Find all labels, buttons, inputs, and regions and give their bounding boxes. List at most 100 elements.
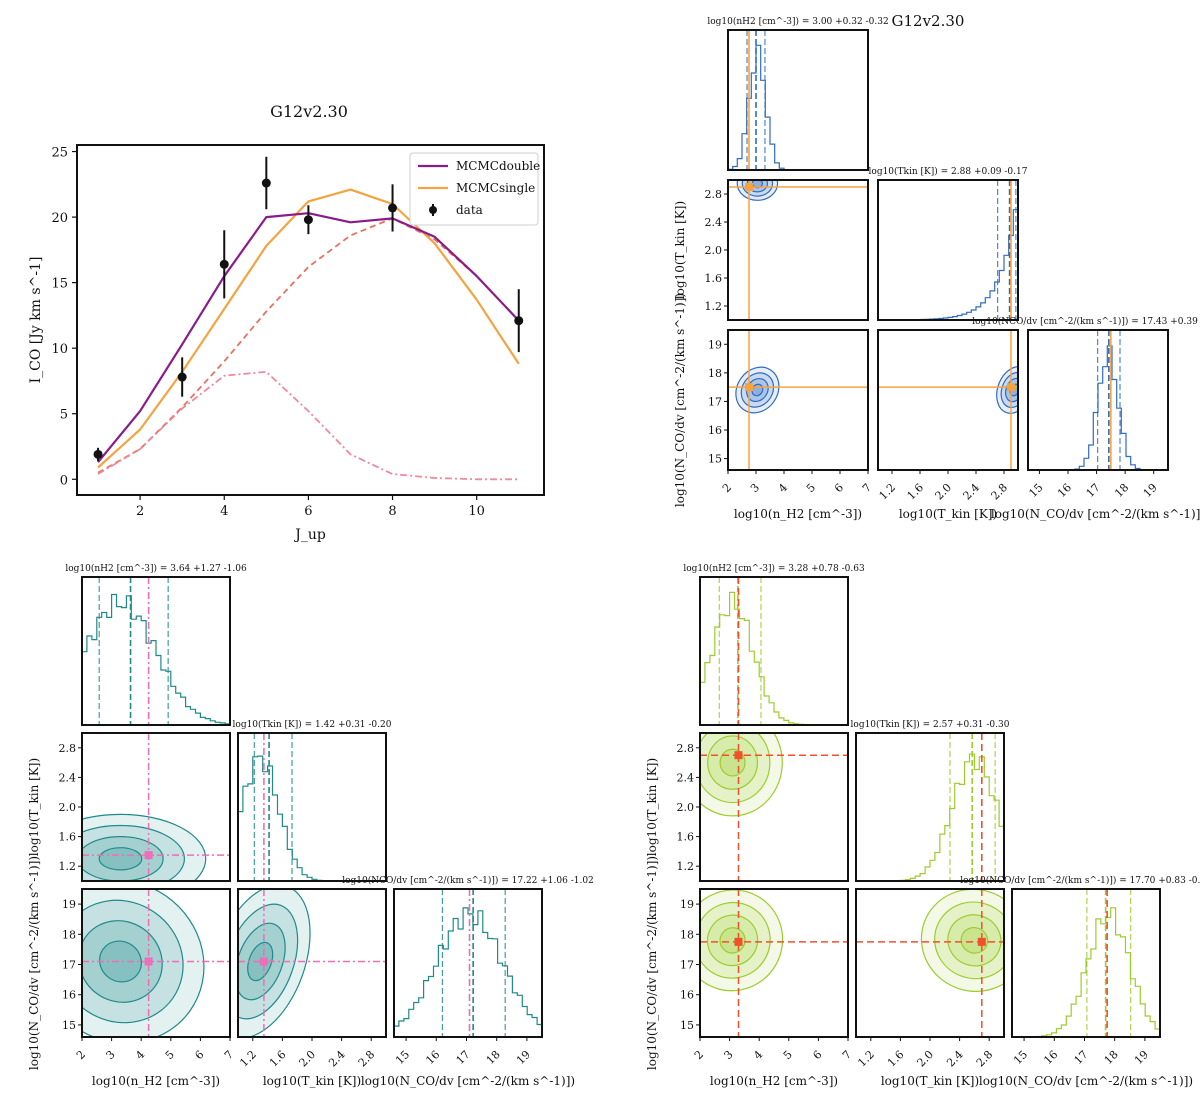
truth-marker	[1007, 383, 1015, 392]
y-tick-label: 2.0	[705, 244, 723, 257]
x-axis-label: log10(T_kin [K])	[881, 1074, 979, 1088]
legend-label-mcmcdouble: MCMCdouble	[456, 159, 540, 173]
x-tick-label: 19	[1141, 481, 1160, 500]
histogram-1	[237, 755, 386, 882]
contour-level	[98, 847, 143, 871]
x-axis-label: log10(T_kin [K])	[899, 507, 997, 521]
y-tick-label: 16	[680, 989, 694, 1002]
x-tick-label: 6	[832, 481, 846, 495]
data-point	[261, 178, 271, 188]
x-tick-label: 1.2	[877, 481, 899, 503]
y-tick-label: 2.8	[677, 742, 695, 755]
x-tick-label: 2.0	[933, 481, 955, 503]
histogram-title-2: log10(NCO/dv [cm^-2/(km s^-1)]) = 17.70 …	[960, 875, 1200, 886]
x-axis-label: log10(T_kin [K])	[263, 1074, 361, 1088]
histogram-2	[1012, 907, 1160, 1038]
corner-panel-0-0: log10(nH2 [cm^-3]) = 3.28 +0.78 -0.63	[683, 563, 865, 726]
x-tick-label: 2.4	[944, 1048, 966, 1070]
series-line-mcmcdouble	[97, 212, 520, 463]
x-tick-label: 4	[751, 1048, 765, 1062]
corner-panel-1-0: 1.2 1.6 2.0 2.4 2.8 log10(T_kin [K])	[27, 732, 231, 882]
data-point	[93, 449, 103, 459]
x-axis-label: J_up	[293, 527, 326, 543]
histogram-title-1: log10(Tkin [K]) = 2.57 +0.31 -0.30	[851, 719, 1010, 730]
y-tick-label: 17	[680, 959, 694, 972]
y-tick-label: 5	[60, 408, 68, 423]
corner-panel-2-0: 15 16 17 18 19 log10(N_CO/dv [cm^-2/(km s^-1)…	[645, 856, 854, 1088]
truth-marker	[259, 957, 268, 966]
panel-frame	[81, 888, 231, 1038]
panel-frame	[699, 888, 849, 1038]
truth-marker	[977, 937, 986, 946]
contour-group	[728, 330, 868, 470]
y-tick-label: 1.6	[59, 831, 77, 844]
histogram-title-2: log10(NCO/dv [cm^-2/(km s^-1)]) = 17.22 …	[342, 875, 594, 886]
y-tick-label: 2.4	[705, 216, 723, 229]
y-tick-label: 10	[51, 342, 68, 357]
contour-level	[960, 926, 989, 954]
y-tick-label: 15	[51, 277, 68, 292]
x-tick-label: 1.6	[905, 481, 927, 503]
x-axis-label: log10(n_H2 [cm^-3])	[710, 1074, 838, 1088]
x-tick-label: 17	[454, 1048, 473, 1067]
x-tick-label: 6	[810, 1048, 824, 1062]
plot-frame	[76, 144, 545, 496]
data-point	[219, 259, 229, 269]
panel-frame	[877, 179, 1019, 321]
y-axis-label: I_CO [Jy km s^-1]	[28, 257, 44, 384]
histogram-0	[81, 593, 230, 725]
sed-panel: G12v2.30 2 4 6 8 10 0 5 10 15 20 25 J_up I_CO [Jy km …	[28, 102, 545, 543]
panel-frame	[393, 888, 543, 1038]
x-tick-label: 4	[220, 504, 228, 519]
y-tick-label: 19	[680, 898, 694, 911]
corner-plot-component-2: log10(nH2 [cm^-3]) = 3.28 +0.78 -0.63 1.2…	[645, 563, 1200, 1088]
contour-level	[99, 940, 142, 983]
x-tick-label: 1.2	[237, 1048, 259, 1070]
series-line-component-1	[97, 370, 519, 481]
y-tick-label: 15	[680, 1019, 694, 1032]
panel-frame	[699, 576, 849, 726]
contour-group	[82, 889, 230, 1037]
y-axis-label: log10(T_kin [K])	[673, 201, 687, 299]
corner-plot-single: G12v2.30 log10(nH2 [cm^-3]) = 3.00 +0.32 …	[673, 12, 1200, 521]
histogram-title-2: log10(NCO/dv [cm^-2/(km s^-1)]) = 17.43 …	[972, 316, 1200, 327]
x-tick-label: 2	[136, 504, 144, 519]
panel-frame	[1011, 888, 1161, 1038]
y-axis-label: log10(N_CO/dv [cm^-2/(km s^-1)])	[27, 856, 41, 1070]
x-axis-label: log10(n_H2 [cm^-3])	[734, 507, 862, 521]
corner-panel-1-1: log10(Tkin [K]) = 2.57 +0.31 -0.30	[851, 719, 1010, 882]
corner-panel-1-1: log10(Tkin [K]) = 1.42 +0.31 -0.20	[233, 719, 392, 882]
y-tick-label: 2.0	[59, 801, 77, 814]
x-tick-label: 2	[720, 481, 734, 495]
y-tick-label: 1.6	[677, 831, 695, 844]
legend: MCMCdouble MCMCsingle data	[409, 152, 540, 226]
y-tick-label: 2.8	[59, 742, 77, 755]
corner-panel-1-0: 1.2 1.6 2.0 2.4 2.8 log10(T_kin [K])	[645, 732, 849, 882]
corner-panel-2-2: log10(NCO/dv [cm^-2/(km s^-1)]) = 17.70 …	[960, 875, 1200, 1088]
y-tick-label: 1.6	[705, 272, 723, 285]
y-tick-label: 17	[708, 395, 722, 408]
x-tick-label: 2	[74, 1048, 88, 1062]
x-tick-label: 2.4	[326, 1048, 348, 1070]
histogram-1	[856, 753, 1004, 882]
panel-frame	[855, 732, 1005, 882]
y-axis-label: log10(N_CO/dv [cm^-2/(km s^-1)])	[673, 293, 687, 507]
y-tick-label: 16	[62, 989, 76, 1002]
y-tick-label: 18	[62, 928, 76, 941]
y-axis-label: log10(T_kin [K])	[27, 758, 41, 856]
x-tick-label: 1.6	[267, 1048, 289, 1070]
histogram-title-0: log10(nH2 [cm^-3]) = 3.00 +0.32 -0.32	[707, 16, 888, 27]
contour-group	[878, 330, 1018, 470]
histogram-1	[878, 209, 1018, 321]
legend-label-mcmcsingle: MCMCsingle	[456, 181, 535, 195]
x-tick-label: 2.0	[297, 1048, 319, 1070]
y-tick-label: 20	[51, 211, 68, 226]
x-tick-label: 7	[860, 481, 874, 495]
data-point	[177, 372, 187, 382]
contour-group	[700, 889, 848, 1037]
panel-frame	[81, 576, 231, 726]
series-line-mcmcsingle	[97, 188, 520, 469]
corner-panel-0-0: log10(nH2 [cm^-3]) = 3.00 +0.32 -0.32	[707, 16, 889, 171]
corner-panel-2-0: 15 16 17 18 19 log10(N_CO/dv [cm^-2/(km s^-1)…	[27, 856, 236, 1088]
x-tick-label: 6	[304, 504, 312, 519]
